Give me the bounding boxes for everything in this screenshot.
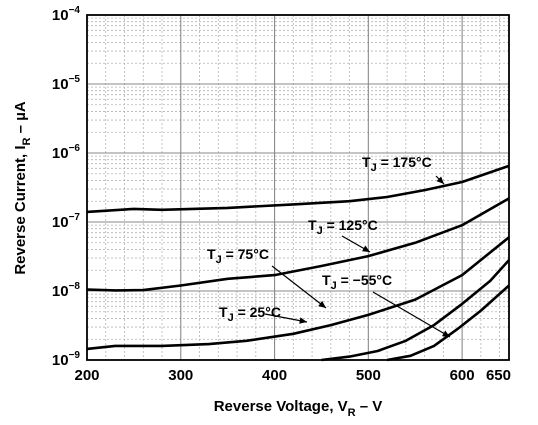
y-tick-label: 10−8 (52, 281, 81, 300)
label-arrows (264, 175, 451, 338)
series-line (321, 259, 510, 362)
label-arrowhead (299, 317, 307, 324)
label-arrowhead (436, 176, 444, 184)
x-tick-label: 650 (486, 367, 511, 384)
x-tick-label: 600 (450, 367, 475, 384)
series-label: TJ = 175°C (362, 154, 432, 174)
series-line (86, 236, 510, 351)
label-arrowhead (318, 300, 326, 308)
plot-frame (86, 14, 510, 361)
x-tick-labels: 200 300 400 500 600 650 (74, 367, 511, 384)
series-line (86, 164, 510, 214)
x-axis-title: Reverse Voltage, VR – V (214, 398, 383, 419)
y-tick-labels: 10−4 10−5 10−6 10−7 10−8 10−9 (52, 5, 81, 369)
series-label: TJ = 75°C (207, 246, 269, 266)
label-arrowhead (442, 330, 450, 337)
series-label: TJ = 125°C (308, 217, 378, 237)
plot-border (86, 14, 510, 361)
x-tick-label: 400 (262, 367, 287, 384)
y-tick-label: 10−9 (52, 350, 81, 369)
series-line (86, 197, 510, 292)
series-label: TJ = −55°C (322, 272, 392, 292)
label-arrow-line (372, 291, 451, 338)
x-tick-label: 300 (168, 367, 193, 384)
y-tick-label: 10−6 (52, 143, 81, 162)
series-lines (86, 164, 510, 362)
x-tick-label: 500 (356, 367, 381, 384)
label-arrow-line (271, 265, 327, 309)
y-tick-label: 10−7 (52, 212, 81, 231)
series-label: TJ = 25°C (219, 304, 281, 324)
label-arrowhead (362, 245, 370, 252)
x-tick-label: 200 (74, 367, 99, 384)
y-axis-title: Reverse Current, IR – µA (12, 101, 33, 275)
series-line (386, 284, 510, 362)
minor-gridlines (87, 15, 509, 360)
series-labels: TJ = 175°C TJ = 125°C TJ = 75°C TJ = 25°C TJ… (207, 154, 432, 324)
y-tick-label: 10−4 (52, 5, 81, 24)
y-tick-label: 10−5 (52, 74, 81, 93)
